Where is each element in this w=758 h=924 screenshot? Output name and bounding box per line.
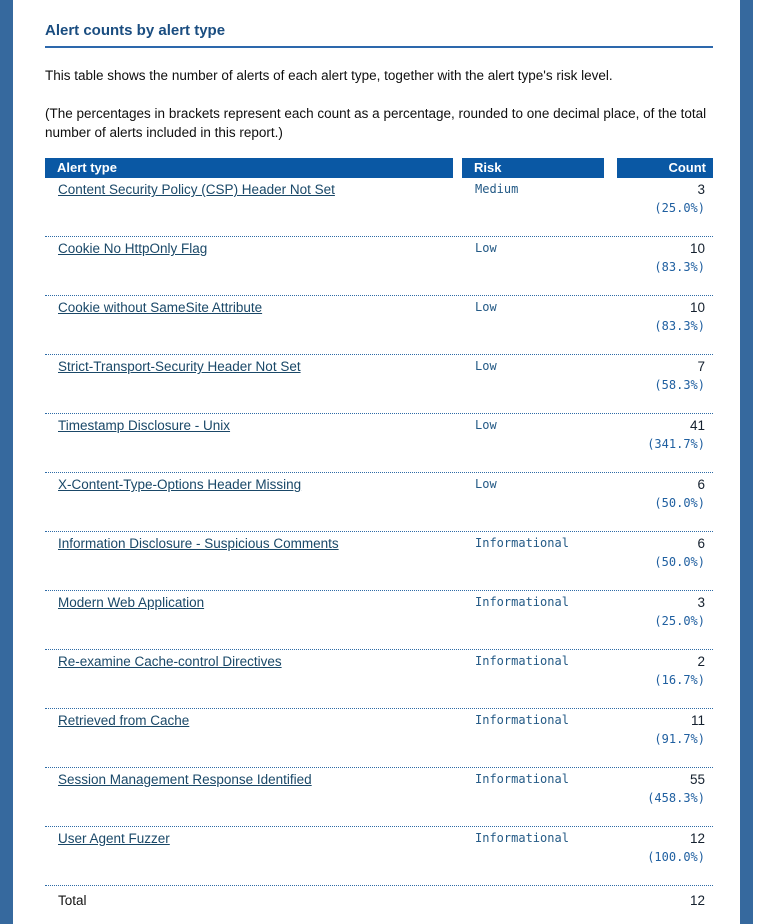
right-border-stripe	[740, 0, 753, 924]
percent-cell: (50.0%)	[654, 496, 705, 510]
alert-type-link[interactable]: Modern Web Application	[58, 595, 205, 610]
percent-cell: (25.0%)	[654, 614, 705, 628]
risk-cell: Low	[475, 477, 497, 491]
table-row: Modern Web Application Informational 3 (…	[45, 591, 713, 650]
alert-type-cell: Cookie No HttpOnly Flag	[45, 239, 462, 258]
count-cell: 41	[689, 418, 705, 433]
table-row-main-line: Content Security Policy (CSP) Header Not…	[45, 180, 713, 199]
column-header-risk: Risk	[462, 158, 604, 178]
report-section: Alert counts by alert type This table sh…	[45, 22, 713, 910]
percent-cell: (25.0%)	[654, 201, 705, 215]
alert-type-cell: Timestamp Disclosure - Unix	[45, 416, 462, 435]
count-cell: 10	[689, 241, 705, 256]
alert-type-cell: Information Disclosure - Suspicious Comm…	[45, 534, 462, 553]
alert-type-cell: User Agent Fuzzer	[45, 829, 462, 848]
alert-type-cell: Content Security Policy (CSP) Header Not…	[45, 180, 462, 199]
table-row-main-line: Information Disclosure - Suspicious Comm…	[45, 534, 713, 553]
alert-type-cell: X-Content-Type-Options Header Missing	[45, 475, 462, 494]
table-row-main-line: Re-examine Cache-control Directives Info…	[45, 652, 713, 671]
alert-type-link[interactable]: Cookie No HttpOnly Flag	[58, 241, 208, 256]
alert-type-cell: Strict-Transport-Security Header Not Set	[45, 357, 462, 376]
alert-type-cell: Modern Web Application	[45, 593, 462, 612]
left-border-stripe	[0, 0, 13, 924]
alert-type-cell: Cookie without SameSite Attribute	[45, 298, 462, 317]
count-cell: 2	[697, 654, 705, 669]
risk-cell: Informational	[475, 713, 569, 727]
risk-cell: Low	[475, 241, 497, 255]
percent-cell: (458.3%)	[647, 791, 705, 805]
table-row-main-line: Timestamp Disclosure - Unix Low 41	[45, 416, 713, 435]
table-row: Retrieved from Cache Informational 11 (9…	[45, 709, 713, 768]
count-cell: 11	[690, 713, 705, 728]
percent-cell: (91.7%)	[654, 732, 705, 746]
total-row: Total 12	[45, 886, 713, 910]
table-row: Information Disclosure - Suspicious Comm…	[45, 532, 713, 591]
alert-type-link[interactable]: Cookie without SameSite Attribute	[58, 300, 263, 315]
table-row-main-line: Cookie No HttpOnly Flag Low 10	[45, 239, 713, 258]
alert-type-link[interactable]: User Agent Fuzzer	[58, 831, 170, 846]
percentage-note: (The percentages in brackets represent e…	[45, 106, 707, 140]
table-row-main-line: X-Content-Type-Options Header Missing Lo…	[45, 475, 713, 494]
table-row-main-line: Session Management Response Identified I…	[45, 770, 713, 789]
table-row-main-line: Strict-Transport-Security Header Not Set…	[45, 357, 713, 376]
count-cell: 7	[697, 359, 705, 374]
total-count: 12	[689, 893, 705, 908]
table-row-main-line: Cookie without SameSite Attribute Low 10	[45, 298, 713, 317]
table-row: User Agent Fuzzer Informational 12 (100.…	[45, 827, 713, 886]
risk-cell: Low	[475, 300, 497, 314]
percent-cell: (50.0%)	[654, 555, 705, 569]
count-cell: 6	[697, 536, 705, 551]
table-row-main-line: Retrieved from Cache Informational 11	[45, 711, 713, 730]
risk-cell: Informational	[475, 772, 569, 786]
section-description: This table shows the number of alerts of…	[45, 68, 613, 83]
risk-cell: Informational	[475, 536, 569, 550]
alert-type-link[interactable]: Content Security Policy (CSP) Header Not…	[58, 182, 335, 197]
table-row: Cookie without SameSite Attribute Low 10…	[45, 296, 713, 355]
table-row: Re-examine Cache-control Directives Info…	[45, 650, 713, 709]
percent-cell: (16.7%)	[654, 673, 705, 687]
table-row: Timestamp Disclosure - Unix Low 41 (341.…	[45, 414, 713, 473]
count-cell: 6	[697, 477, 705, 492]
alert-type-link[interactable]: Information Disclosure - Suspicious Comm…	[58, 536, 339, 551]
percent-cell: (100.0%)	[647, 850, 705, 864]
percent-cell: (341.7%)	[647, 437, 705, 451]
table-row: Content Security Policy (CSP) Header Not…	[45, 178, 713, 237]
percent-cell: (83.3%)	[654, 260, 705, 274]
percent-cell: (58.3%)	[654, 378, 705, 392]
count-cell: 3	[697, 182, 705, 197]
alert-type-cell: Re-examine Cache-control Directives	[45, 652, 462, 671]
total-label: Total	[58, 893, 87, 908]
alert-type-link[interactable]: X-Content-Type-Options Header Missing	[58, 477, 302, 492]
table-row-main-line: Modern Web Application Informational 3	[45, 593, 713, 612]
risk-cell: Low	[475, 359, 497, 373]
table-row: X-Content-Type-Options Header Missing Lo…	[45, 473, 713, 532]
alert-type-cell: Session Management Response Identified	[45, 770, 462, 789]
risk-cell: Informational	[475, 654, 569, 668]
alert-counts-table: Content Security Policy (CSP) Header Not…	[45, 178, 713, 886]
count-cell: 3	[697, 595, 705, 610]
table-row: Cookie No HttpOnly Flag Low 10 (83.3%)	[45, 237, 713, 296]
table-row-main-line: User Agent Fuzzer Informational 12	[45, 829, 713, 848]
risk-cell: Medium	[475, 182, 519, 196]
table-header-row: Alert type Risk Count	[45, 158, 713, 178]
alert-type-cell: Retrieved from Cache	[45, 711, 462, 730]
percent-cell: (83.3%)	[654, 319, 705, 333]
alert-type-link[interactable]: Session Management Response Identified	[58, 772, 312, 787]
table-row: Session Management Response Identified I…	[45, 768, 713, 827]
count-cell: 55	[689, 772, 705, 787]
count-cell: 12	[689, 831, 705, 846]
alert-type-link[interactable]: Timestamp Disclosure - Unix	[58, 418, 231, 433]
table-row: Strict-Transport-Security Header Not Set…	[45, 355, 713, 414]
alert-type-link[interactable]: Re-examine Cache-control Directives	[58, 654, 282, 669]
column-header-count: Count	[617, 158, 713, 178]
risk-cell: Low	[475, 418, 497, 432]
count-cell: 10	[689, 300, 705, 315]
risk-cell: Informational	[475, 831, 569, 845]
risk-cell: Informational	[475, 595, 569, 609]
alert-type-link[interactable]: Retrieved from Cache	[58, 713, 190, 728]
section-title: Alert counts by alert type	[45, 22, 713, 48]
alert-type-link[interactable]: Strict-Transport-Security Header Not Set	[58, 359, 301, 374]
column-header-alert-type: Alert type	[45, 158, 453, 178]
